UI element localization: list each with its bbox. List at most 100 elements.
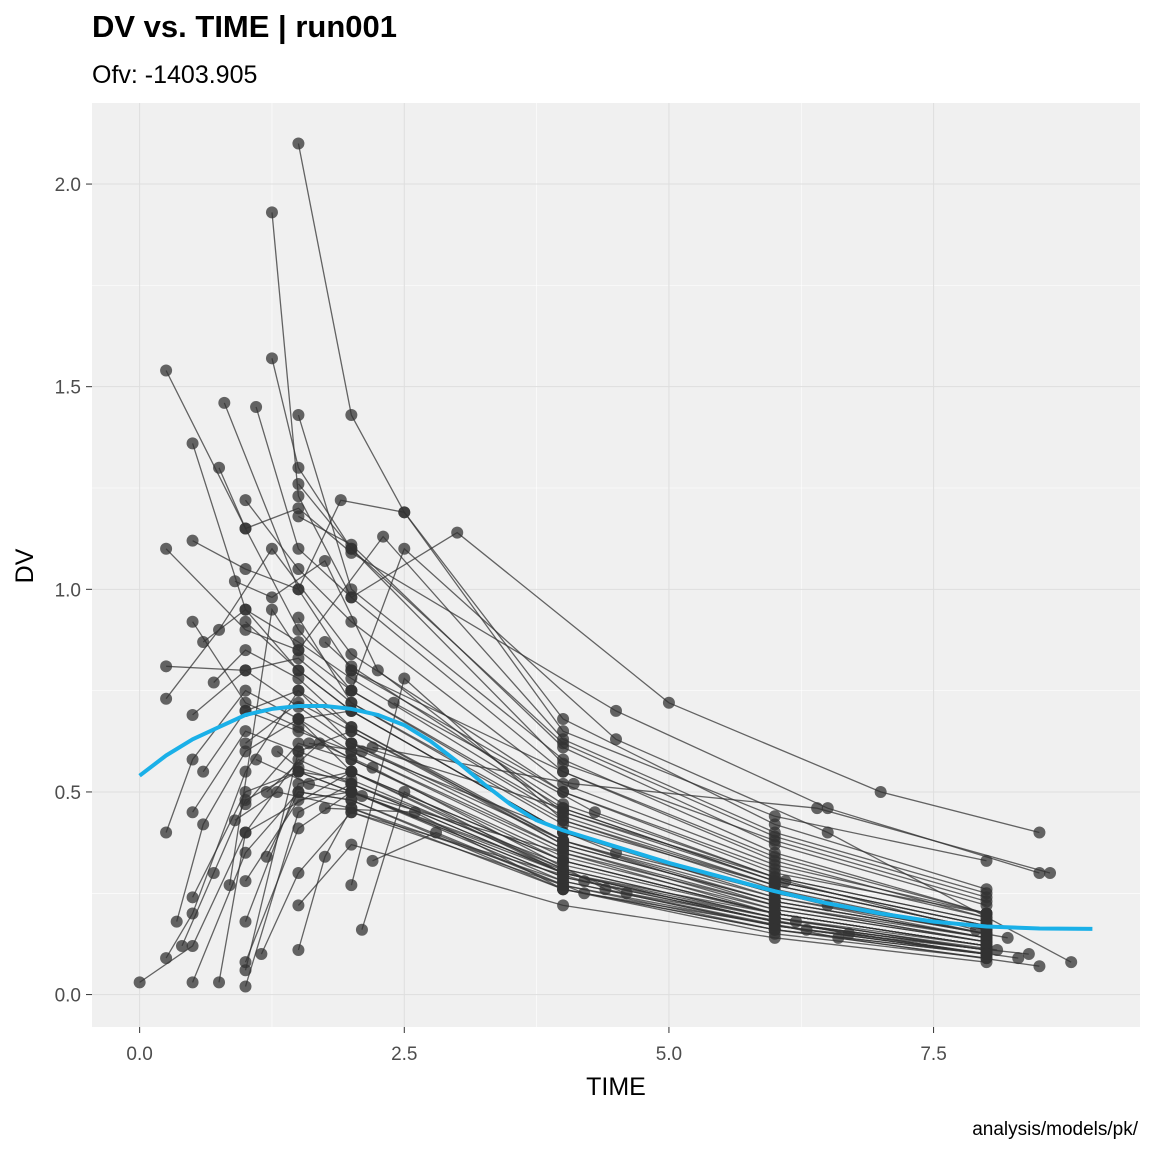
- individual-line: [351, 669, 987, 919]
- observation-point: [133, 976, 146, 989]
- observation-point: [292, 409, 305, 422]
- observation-points: [133, 137, 1078, 993]
- observation-point: [239, 522, 252, 535]
- observation-point: [292, 684, 305, 697]
- observation-point: [197, 636, 210, 648]
- observation-point: [1001, 931, 1014, 944]
- observation-point: [345, 765, 358, 778]
- observation-point: [768, 810, 781, 823]
- observation-point: [170, 915, 183, 928]
- observation-point: [557, 802, 570, 815]
- observation-point: [832, 931, 845, 944]
- observation-point: [768, 854, 781, 867]
- observation-point: [239, 846, 252, 859]
- observation-point: [303, 737, 316, 750]
- y-tick-label: 1.5: [55, 378, 81, 399]
- x-tick-label: 2.5: [391, 1044, 417, 1065]
- observation-point: [239, 725, 252, 738]
- observation-point: [239, 494, 252, 507]
- observation-point: [980, 899, 993, 912]
- smooth-curve-group: [138, 704, 1093, 931]
- observation-point: [557, 871, 570, 884]
- individual-line: [192, 499, 987, 862]
- observation-point: [408, 806, 421, 819]
- observation-point: [228, 814, 241, 827]
- observation-point: [557, 814, 570, 827]
- observation-point: [991, 944, 1004, 956]
- observation-point: [318, 850, 331, 863]
- observation-point: [207, 676, 220, 689]
- observation-point: [371, 664, 384, 677]
- observation-point: [318, 636, 331, 648]
- observation-point: [1065, 956, 1078, 969]
- observation-point: [398, 672, 411, 685]
- y-tick-label: 2.0: [55, 175, 81, 196]
- observation-point: [265, 591, 278, 604]
- observation-point: [345, 409, 358, 422]
- observation-point: [175, 939, 188, 952]
- observation-point: [218, 396, 231, 409]
- x-tick-label: 7.5: [920, 1044, 946, 1065]
- observation-point: [239, 875, 252, 888]
- observation-point: [186, 615, 199, 628]
- observation-point: [250, 753, 263, 766]
- observation-point: [292, 725, 305, 738]
- observation-point: [1033, 960, 1046, 973]
- observation-point: [213, 461, 226, 474]
- observation-point: [588, 806, 601, 819]
- observation-point: [874, 785, 887, 798]
- observation-point: [223, 879, 236, 892]
- individual-line: [244, 499, 987, 915]
- observation-point: [160, 952, 173, 965]
- observation-point: [318, 802, 331, 815]
- observation-point: [345, 648, 358, 661]
- observation-point: [250, 400, 263, 413]
- observation-point: [207, 867, 220, 879]
- observation-point: [239, 684, 252, 697]
- observation-point: [430, 826, 443, 839]
- observation-point: [345, 802, 358, 815]
- observation-point: [292, 867, 305, 879]
- observation-point: [292, 806, 305, 819]
- observation-point: [345, 684, 358, 697]
- observation-point: [620, 887, 633, 900]
- observation-point: [377, 530, 390, 543]
- observation-point: [610, 704, 622, 717]
- chart-title: DV vs. TIME | run001: [92, 9, 397, 44]
- observation-point: [557, 713, 570, 725]
- individual-line: [176, 710, 987, 935]
- observation-point: [557, 846, 570, 859]
- observation-point: [366, 761, 379, 774]
- observation-point: [567, 777, 580, 790]
- observation-point: [557, 777, 570, 790]
- observation-point: [610, 846, 622, 859]
- observation-point: [239, 765, 252, 778]
- x-tick-label: 5.0: [656, 1044, 682, 1065]
- observation-point: [345, 785, 358, 798]
- individual-line: [351, 811, 998, 951]
- individual-line: [393, 702, 977, 931]
- observation-point: [271, 745, 284, 758]
- observation-point: [239, 563, 252, 576]
- observation-point: [292, 944, 305, 956]
- observation-point: [160, 660, 173, 673]
- observation-point: [160, 692, 173, 705]
- observation-point: [334, 494, 347, 507]
- observation-point: [292, 490, 305, 503]
- observation-point: [292, 137, 305, 150]
- observation-point: [292, 737, 305, 750]
- observation-point: [292, 765, 305, 778]
- observation-point: [398, 506, 411, 519]
- observation-point: [345, 879, 358, 892]
- individual-line: [271, 358, 987, 903]
- individual-line: [297, 143, 987, 890]
- observation-point: [228, 575, 241, 588]
- observation-point: [292, 713, 305, 725]
- observation-point: [186, 708, 199, 721]
- observation-point: [1044, 867, 1057, 879]
- observation-point: [345, 615, 358, 628]
- y-tick-label: 0.0: [55, 986, 81, 1007]
- observation-point: [260, 785, 273, 798]
- observation-point: [557, 741, 570, 754]
- observation-point: [186, 907, 199, 920]
